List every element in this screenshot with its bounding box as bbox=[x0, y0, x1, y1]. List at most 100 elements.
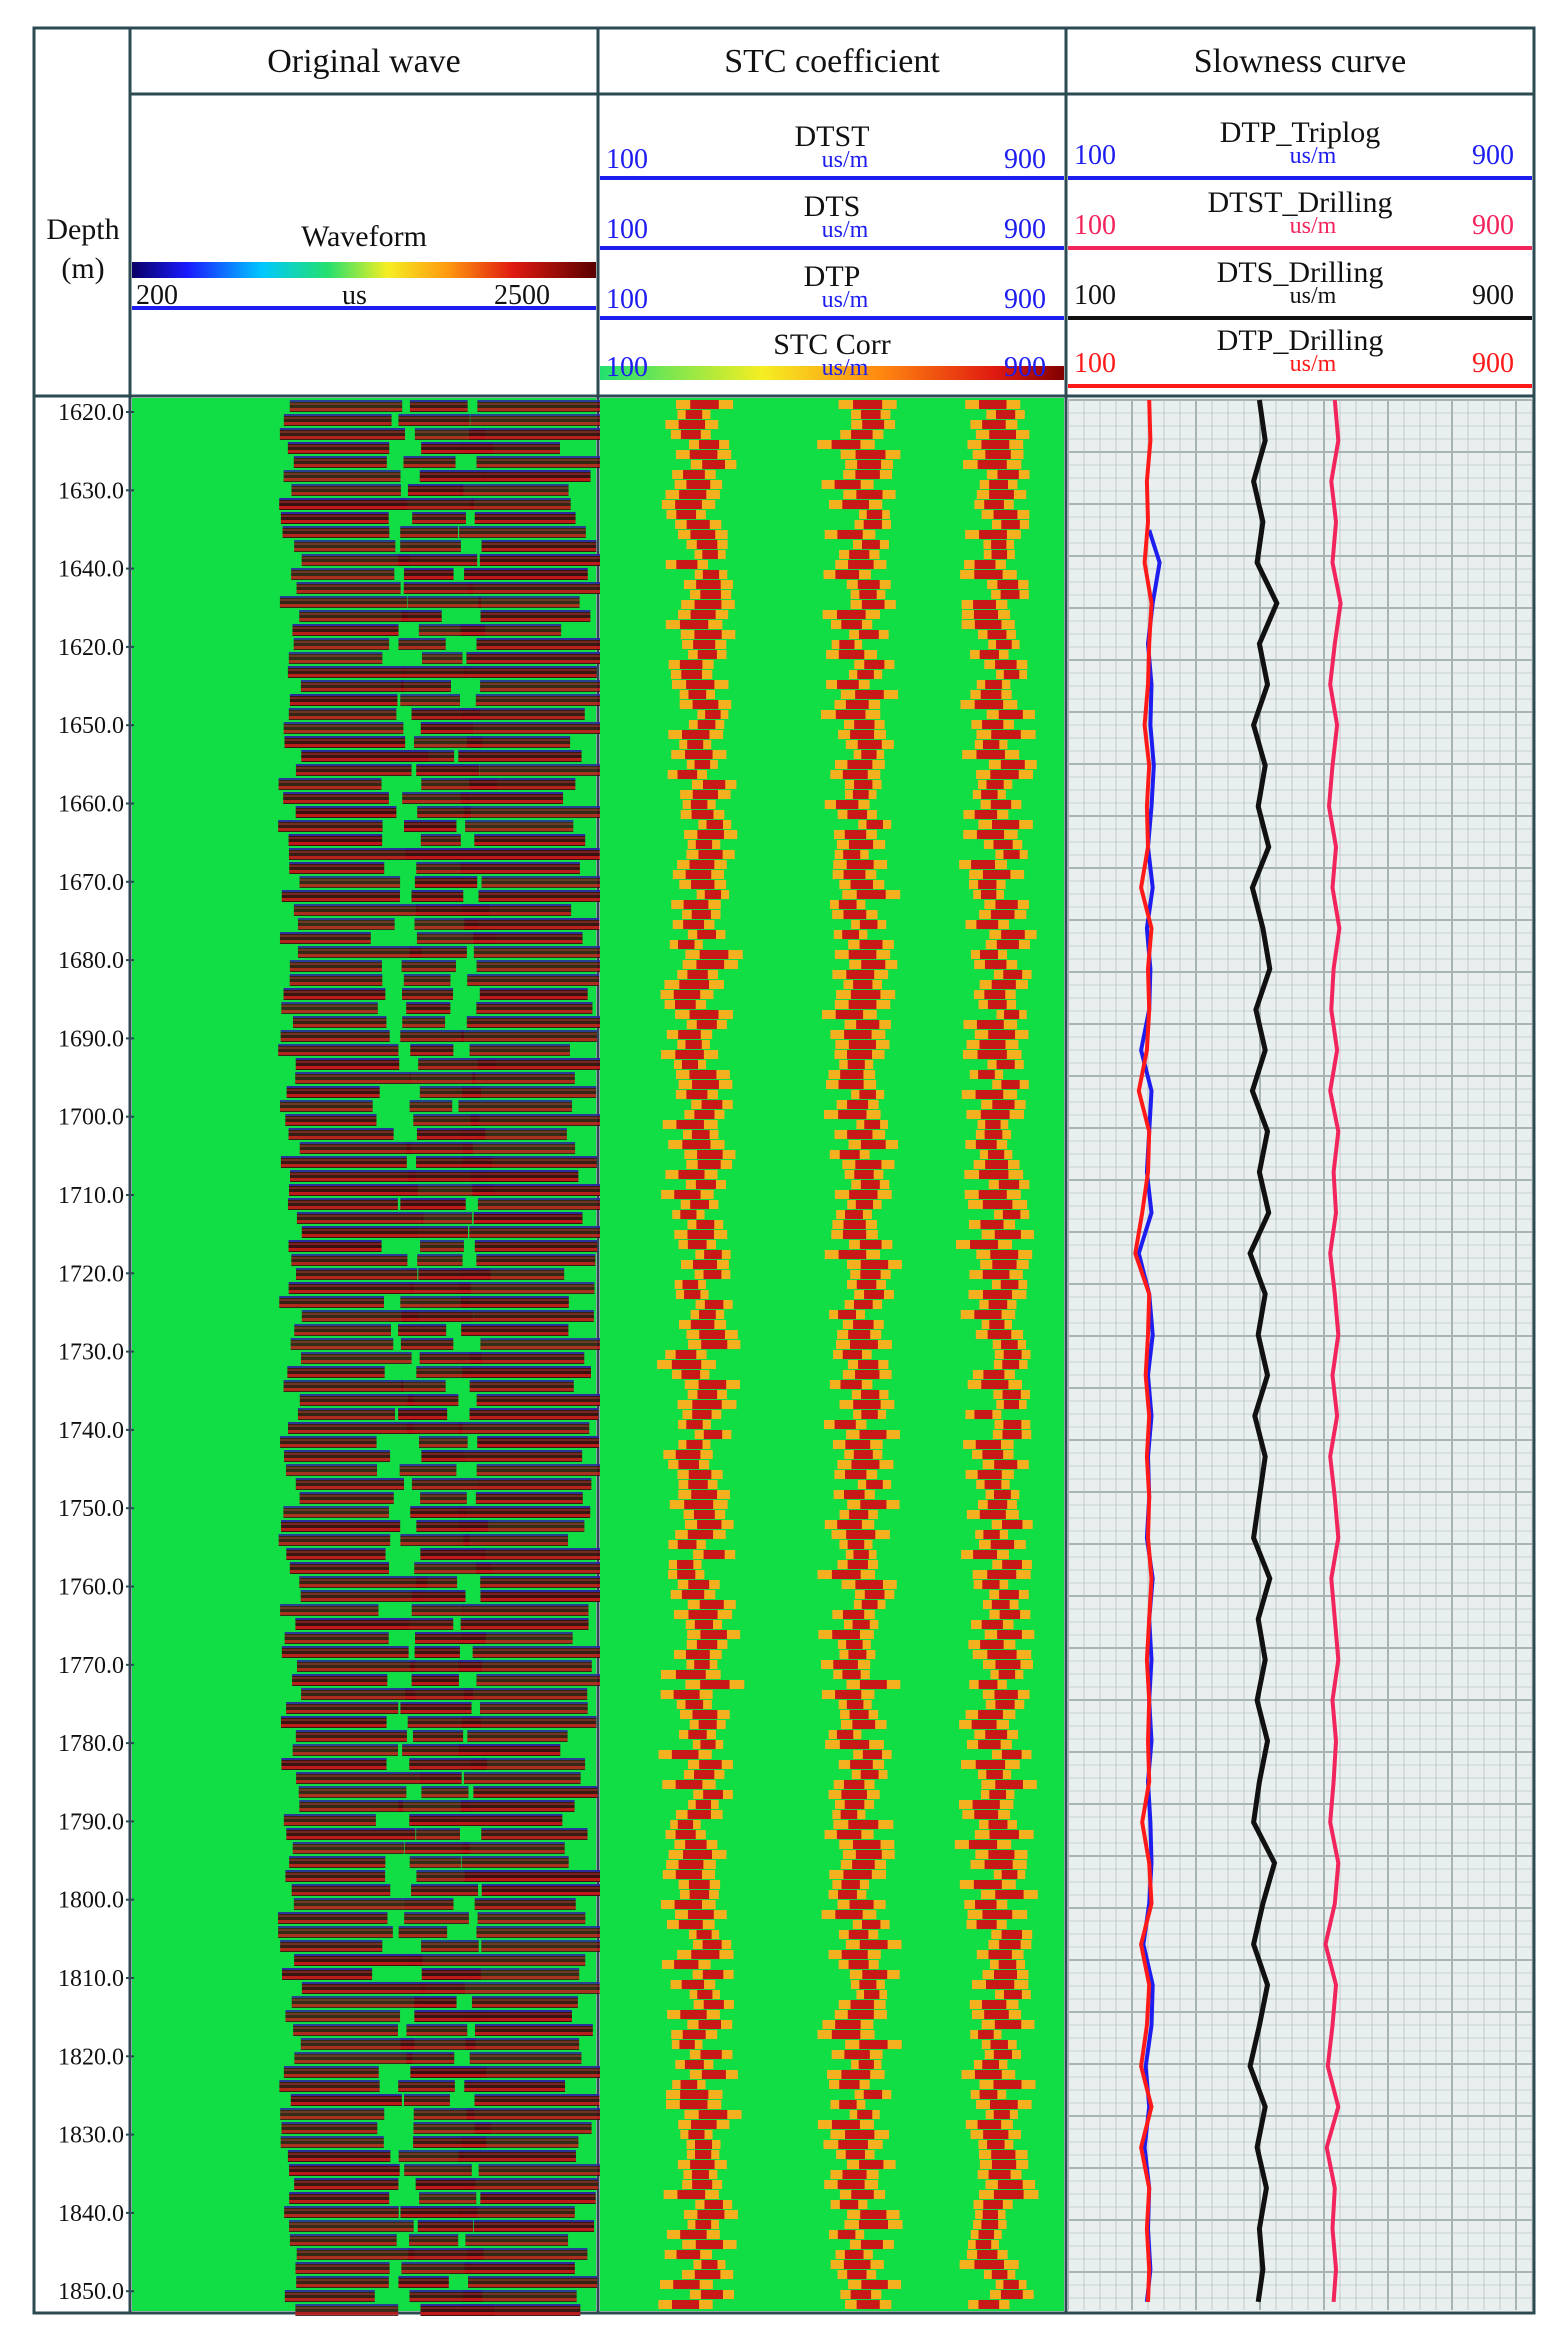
waveform-band-segment bbox=[283, 414, 392, 426]
waveform-band-segment bbox=[293, 638, 390, 650]
stc-core bbox=[866, 820, 883, 829]
waveform-band-segment bbox=[420, 1772, 462, 1784]
stc-core bbox=[976, 750, 1005, 759]
stc-core bbox=[859, 630, 879, 639]
waveform-band-segment bbox=[297, 1408, 396, 1420]
stc-core bbox=[1001, 520, 1020, 529]
waveform-band-segment bbox=[402, 1016, 446, 1028]
waveform-band-segment bbox=[291, 1996, 419, 2008]
stc-core bbox=[858, 1360, 879, 1369]
waveform-band-segment bbox=[299, 1800, 404, 1812]
waveform-band-segment bbox=[405, 1688, 474, 1700]
stc-core bbox=[854, 720, 875, 729]
depth-tick-label: 1650.0 bbox=[58, 713, 124, 739]
waveform-band-segment bbox=[406, 1142, 473, 1154]
stc-core bbox=[984, 960, 1007, 969]
stc-core bbox=[984, 1480, 1002, 1489]
waveform-band-segment bbox=[289, 2220, 414, 2232]
stc-core bbox=[853, 980, 873, 989]
waveform-band-segment bbox=[295, 1730, 407, 1742]
stc-core bbox=[987, 630, 1007, 639]
stc-core bbox=[1002, 1430, 1022, 1439]
stc-core bbox=[678, 1920, 703, 1929]
stc-core bbox=[696, 540, 718, 549]
waveform-band-segment bbox=[414, 1646, 460, 1658]
waveform-band-segment bbox=[398, 1324, 447, 1336]
stc-core bbox=[699, 1600, 724, 1609]
stc-core bbox=[845, 2130, 875, 2139]
stc-core bbox=[703, 1550, 725, 1559]
stc-core bbox=[681, 1370, 701, 1379]
waveform-band-segment bbox=[279, 596, 407, 608]
stc-core bbox=[676, 560, 698, 569]
waveform-band-segment bbox=[284, 736, 406, 748]
waveform-band-segment bbox=[421, 1212, 473, 1224]
depth-tick-label: 1740.0 bbox=[58, 1418, 124, 1444]
waveform-band-segment bbox=[402, 1744, 462, 1756]
depth-tick-label: 1750.0 bbox=[58, 1496, 124, 1522]
waveform-band-segment bbox=[400, 1534, 470, 1546]
stc-core bbox=[860, 1270, 881, 1279]
series-line-dtp-drilling bbox=[1133, 399, 1154, 2302]
stc-core bbox=[700, 1740, 716, 1749]
stc-core bbox=[975, 1140, 997, 1149]
stc-core bbox=[690, 2160, 715, 2169]
stc-core bbox=[673, 1690, 700, 1699]
depth-tick-label: 1620.0 bbox=[58, 635, 124, 661]
stc-core bbox=[977, 460, 1007, 469]
stc-core bbox=[848, 560, 874, 569]
stc-core bbox=[990, 770, 1019, 779]
waveform-band-segment bbox=[478, 596, 580, 608]
stc-core bbox=[682, 1140, 711, 1149]
stc-core bbox=[842, 2170, 867, 2179]
waveform-band-segment bbox=[468, 582, 607, 594]
waveform-band-segment bbox=[470, 1170, 579, 1182]
waveform-band-segment bbox=[414, 1996, 457, 2008]
waveform-band-segment bbox=[480, 680, 619, 692]
stc-core bbox=[692, 1260, 717, 1269]
stc-core bbox=[694, 1660, 710, 1669]
stc-core bbox=[680, 1210, 697, 1219]
stc-core bbox=[988, 2170, 1011, 2179]
waveform-band-segment bbox=[465, 2234, 569, 2246]
stc-core bbox=[1002, 1210, 1021, 1219]
waveform-band-segment bbox=[402, 792, 470, 804]
stc-core bbox=[998, 1960, 1017, 1969]
waveform-band-segment bbox=[289, 974, 383, 986]
waveform-band-segment bbox=[458, 1422, 590, 1434]
waveform-band-segment bbox=[463, 2290, 577, 2302]
stc-core bbox=[857, 580, 880, 589]
stc-core bbox=[675, 500, 702, 509]
waveform-band-segment bbox=[467, 1730, 568, 1742]
series-line-dtst-drilling bbox=[1323, 399, 1343, 2303]
stc-core bbox=[989, 1790, 1007, 1799]
stc-core bbox=[981, 790, 998, 799]
waveform-band-segment bbox=[476, 1674, 601, 1686]
waveform-band-segment bbox=[419, 2192, 477, 2204]
stc-core bbox=[681, 1590, 705, 1599]
stc-core bbox=[678, 1170, 705, 1179]
stc-core bbox=[677, 1560, 694, 1569]
waveform-band-segment bbox=[413, 2108, 475, 2120]
stc-core bbox=[979, 950, 999, 959]
depth-tick-label: 1810.0 bbox=[58, 1966, 124, 1992]
waveform-band-segment bbox=[299, 876, 401, 888]
stc-core bbox=[995, 660, 1017, 669]
stc-core bbox=[694, 600, 722, 609]
waveform-band-segment bbox=[481, 876, 601, 888]
stc-core bbox=[687, 1910, 714, 1919]
waveform-band-segment bbox=[458, 1520, 585, 1532]
waveform-band-segment bbox=[474, 834, 586, 846]
stc-core bbox=[684, 1500, 714, 1509]
stc-core bbox=[692, 1400, 722, 1409]
stc-curve-unit: us/m bbox=[821, 217, 869, 243]
stc-core bbox=[859, 1940, 888, 1949]
stc-core bbox=[692, 1710, 718, 1719]
waveform-band-segment bbox=[461, 1856, 569, 1868]
waveform-band-segment bbox=[286, 1086, 380, 1098]
waveform-band-segment bbox=[411, 1478, 478, 1490]
stc-core bbox=[843, 870, 866, 879]
waveform-band-segment bbox=[472, 1646, 608, 1658]
stc-core bbox=[850, 730, 875, 739]
stc-core bbox=[675, 1670, 706, 1679]
